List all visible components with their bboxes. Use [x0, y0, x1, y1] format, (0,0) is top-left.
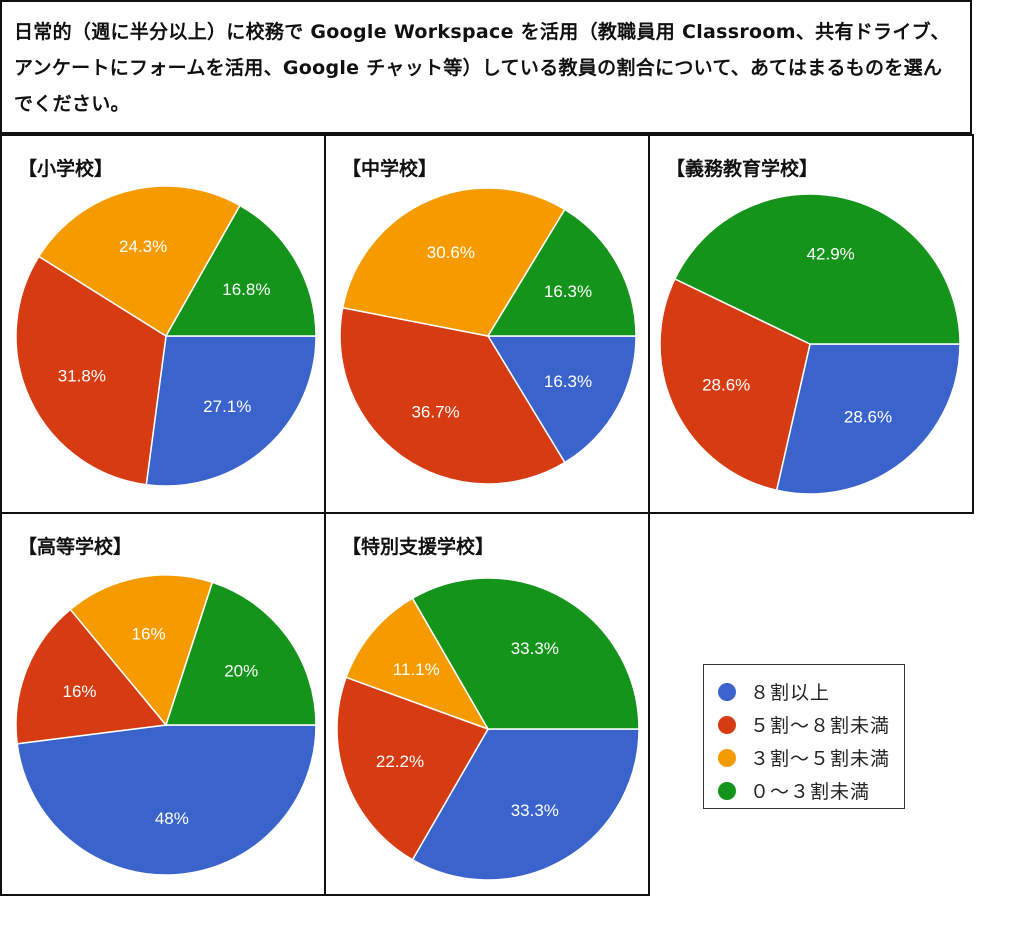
data-label-three-to-five: 30.6% — [427, 243, 475, 262]
pie-slice-five-to-eight — [339, 306, 566, 485]
chart-title: 【高等学校】 — [18, 536, 133, 558]
data-label-five-to-eight: 36.7% — [411, 402, 459, 421]
data-label-eight-plus: 48% — [155, 809, 189, 828]
data-label-three-to-five: 11.1% — [393, 660, 440, 679]
pie-chart-elementary: 27.1% 31.8% 24.3% 16.8% — [15, 185, 317, 487]
pie-slice-zero-to-three — [486, 208, 637, 337]
data-label-zero-to-three: 33.3% — [511, 639, 559, 658]
data-label-five-to-eight: 22.2% — [376, 752, 424, 771]
chart-title: 【特別支援学校】 — [342, 536, 495, 558]
pie-slice-five-to-eight — [659, 277, 811, 492]
legend-swatch — [718, 781, 736, 800]
legend: ８割以上 ５割～８割未満 ３割～５割未満 ０～３割未満 — [703, 664, 905, 809]
legend-item: ０～３割未満 — [704, 774, 904, 807]
pie-slice-three-to-five — [69, 574, 214, 727]
pie-slice-eight-plus — [775, 343, 961, 495]
data-label-five-to-eight: 16% — [63, 682, 97, 701]
data-label-eight-plus: 33.3% — [511, 801, 559, 820]
pie-slice-eight-plus — [145, 335, 317, 487]
chart-panel-special-support: 【特別支援学校】 33.3% 22.2% 11.1% 33.3% — [324, 512, 650, 896]
legend-label: ３割～５割未満 — [750, 748, 891, 770]
legend-swatch — [718, 682, 736, 701]
legend-item: ３割～５割未満 — [704, 741, 904, 774]
pie-slice-three-to-five — [341, 187, 566, 337]
pie-chart-high-school: 48% 16% 16% 20% — [15, 574, 317, 876]
pie-slice-eight-plus — [411, 728, 640, 881]
data-label-three-to-five: 24.3% — [119, 237, 167, 256]
pie-slice-eight-plus — [16, 724, 317, 876]
pie-slice-zero-to-three — [673, 193, 961, 345]
pie-slice-five-to-eight — [336, 676, 490, 861]
legend-label: ８割以上 — [750, 682, 831, 704]
pie-slice-three-to-five — [345, 597, 490, 731]
data-label-eight-plus: 16.3% — [544, 372, 592, 391]
pie-slice-zero-to-three — [164, 581, 317, 726]
question-box: 日常的（週に半分以上）に校務で Google Workspace を活用（教職員… — [0, 0, 972, 134]
legend-label: ５割～８割未満 — [750, 715, 891, 737]
legend-item: ５割～８割未満 — [704, 708, 904, 741]
legend-swatch — [718, 715, 736, 734]
pie-slice-three-to-five — [37, 185, 241, 338]
legend-swatch — [718, 748, 736, 767]
data-label-zero-to-three: 42.9% — [807, 244, 855, 263]
pie-chart-compulsory: 28.6% 28.6% 42.9% — [659, 193, 961, 495]
pie-slice-zero-to-three — [411, 577, 640, 730]
data-label-zero-to-three: 20% — [224, 661, 258, 680]
data-label-eight-plus: 27.1% — [203, 397, 251, 416]
data-label-zero-to-three: 16.8% — [222, 280, 270, 299]
pie-slice-zero-to-three — [164, 204, 317, 337]
chart-panel-compulsory: 【義務教育学校】 28.6% 28.6% 42.9% — [648, 134, 974, 514]
question-text: 日常的（週に半分以上）に校務で Google Workspace を活用（教職員… — [14, 21, 950, 115]
data-label-five-to-eight: 31.8% — [58, 367, 106, 386]
chart-title: 【中学校】 — [342, 158, 438, 180]
pie-chart-special-support: 33.3% 22.2% 11.1% 33.3% — [336, 577, 640, 881]
chart-title: 【小学校】 — [18, 158, 114, 180]
legend-item: ８割以上 — [704, 675, 904, 708]
pie-chart-junior-high: 16.3% 36.7% 30.6% 16.3% — [339, 187, 637, 485]
chart-panel-elementary: 【小学校】 27.1% 31.8% 24.3% 16.8% — [0, 134, 326, 514]
data-label-eight-plus: 28.6% — [844, 408, 892, 427]
data-label-three-to-five: 16% — [132, 625, 166, 644]
chart-panel-high-school: 【高等学校】 48% 16% 16% 20% — [0, 512, 326, 896]
data-label-zero-to-three: 16.3% — [544, 282, 592, 301]
chart-title: 【義務教育学校】 — [666, 158, 819, 180]
chart-panel-junior-high: 【中学校】 16.3% 36.7% 30.6% 16.3% — [324, 134, 650, 514]
pie-slice-five-to-eight — [15, 255, 167, 486]
data-label-five-to-eight: 28.6% — [702, 375, 750, 394]
legend-label: ０～３割未満 — [750, 781, 871, 803]
pie-slice-eight-plus — [486, 335, 637, 464]
pie-slice-five-to-eight — [15, 608, 168, 745]
